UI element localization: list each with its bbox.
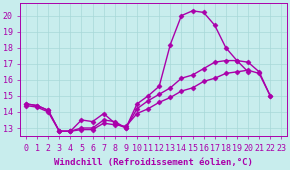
X-axis label: Windchill (Refroidissement éolien,°C): Windchill (Refroidissement éolien,°C) — [54, 158, 253, 167]
